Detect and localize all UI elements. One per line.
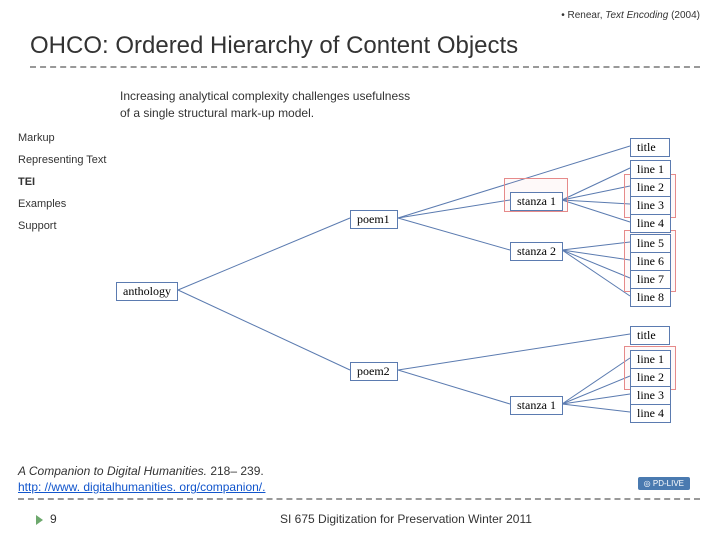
tree-node-line2: line 2 <box>630 178 671 197</box>
citation: • Renear, Text Encoding (2004) <box>561 10 700 21</box>
tree-node-line7: line 7 <box>630 270 671 289</box>
tree-node-poem1: poem1 <box>350 210 398 229</box>
tree-edge <box>562 250 630 278</box>
footer-divider <box>18 498 700 500</box>
tree-node-line3b: line 3 <box>630 386 671 405</box>
citation-work: Text Encoding <box>605 10 668 21</box>
tree-edge <box>562 376 630 404</box>
tree-edge <box>562 168 630 200</box>
tree-edge <box>398 334 630 370</box>
tree-node-anthology: anthology <box>116 282 178 301</box>
tree-node-line2b: line 2 <box>630 368 671 387</box>
tree-edge <box>398 200 510 218</box>
citation-author: • Renear, <box>561 10 602 21</box>
tree-edge <box>562 242 630 250</box>
tree-node-line6: line 6 <box>630 252 671 271</box>
tree-node-stanza2: stanza 2 <box>510 242 563 261</box>
sidebar-item[interactable]: Examples <box>18 198 106 210</box>
companion-link[interactable]: http: //www. digitalhumanities. org/comp… <box>18 480 265 494</box>
subtitle-line2: of a single structural mark-up model. <box>120 105 410 122</box>
tree-diagram: anthology poem1 poem2 stanza 1 stanza 2 stanz… <box>110 130 710 430</box>
sidebar-item[interactable]: Support <box>18 220 106 232</box>
tree-edge <box>562 186 630 200</box>
tree-node-stanza1: stanza 1 <box>510 192 563 211</box>
tree-node-line4: line 4 <box>630 214 671 233</box>
pd-badge: ◎ PD-LIVE <box>638 477 690 490</box>
tree-node-line1b: line 1 <box>630 350 671 369</box>
tree-edge <box>562 250 630 296</box>
tree-edge <box>562 250 630 260</box>
subtitle: Increasing analytical complexity challen… <box>120 88 410 122</box>
reference-text: A Companion to Digital Humanities. 218– … <box>18 464 264 478</box>
tree-node-title1: title <box>630 138 670 157</box>
tree-node-line8: line 8 <box>630 288 671 307</box>
citation-year: (2004) <box>671 10 700 21</box>
tree-edge <box>398 218 510 250</box>
tree-edge <box>562 358 630 404</box>
tree-edge <box>178 290 350 370</box>
tree-node-line5: line 5 <box>630 234 671 253</box>
sidebar-item[interactable]: Representing Text <box>18 154 106 166</box>
reference-title: A Companion to Digital Humanities. <box>18 464 207 478</box>
reference-pages: 218– 239. <box>207 464 264 478</box>
page-title: OHCO: Ordered Hierarchy of Content Objec… <box>30 32 700 68</box>
tree-node-title2: title <box>630 326 670 345</box>
tree-node-stanza1b: stanza 1 <box>510 396 563 415</box>
sidebar-nav: Markup Representing Text TEI Examples Suppor… <box>18 132 106 242</box>
tree-edge <box>398 370 510 404</box>
tree-edge <box>178 218 350 290</box>
tree-edge <box>562 394 630 404</box>
tree-node-line4b: line 4 <box>630 404 671 423</box>
course-footer: SI 675 Digitization for Preservation Win… <box>280 512 532 526</box>
sidebar-item[interactable]: Markup <box>18 132 106 144</box>
tree-node-line1: line 1 <box>630 160 671 179</box>
sidebar-item[interactable]: TEI <box>18 176 106 188</box>
slide-number: 9 <box>50 512 57 526</box>
tree-edge <box>562 404 630 412</box>
tree-node-poem2: poem2 <box>350 362 398 381</box>
tree-node-line3: line 3 <box>630 196 671 215</box>
subtitle-line1: Increasing analytical complexity challen… <box>120 88 410 105</box>
